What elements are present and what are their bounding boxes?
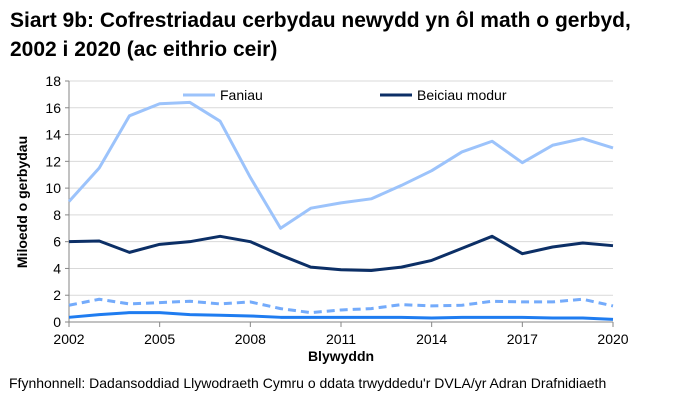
series-line-faniau [67, 100, 614, 230]
chart-title: Siart 9b: Cofrestriadau cerbydau newydd … [10, 9, 631, 61]
y-tick-label: 6 [53, 234, 61, 250]
series-line-unlabelled-3 [68, 311, 614, 321]
x-tick-label: 2014 [416, 331, 447, 347]
series-line-unlabelled-2 [68, 297, 614, 315]
source-note: Ffynhonnell: Dadansoddiad Llywodraeth Cy… [9, 375, 607, 391]
y-tick-label: 14 [45, 127, 61, 143]
x-tick-label: 2017 [507, 331, 538, 347]
x-tick-label: 2011 [326, 331, 356, 347]
legend-label: Beiciau modur [417, 87, 507, 103]
x-axis-label: Blywyddn [308, 348, 374, 364]
legend-label: Faniau [220, 87, 263, 103]
x-tick-label: 2005 [144, 331, 175, 347]
y-tick-label: 4 [53, 260, 61, 276]
y-tick-label: 2 [53, 287, 61, 303]
series-line-beiciau-modur [68, 234, 614, 272]
y-tick-label: 18 [45, 73, 61, 89]
y-tick-label: 16 [45, 100, 61, 116]
y-axis-label: Miloedd o gerbydau [14, 136, 30, 268]
y-tick-label: 10 [45, 180, 61, 196]
x-tick-label: 2020 [597, 331, 628, 347]
x-tick-label: 2002 [53, 331, 84, 347]
y-tick-label: 0 [53, 314, 61, 330]
y-tick-label: 12 [45, 153, 61, 169]
x-tick-label: 2008 [235, 331, 266, 347]
y-tick-label: 8 [53, 207, 61, 223]
